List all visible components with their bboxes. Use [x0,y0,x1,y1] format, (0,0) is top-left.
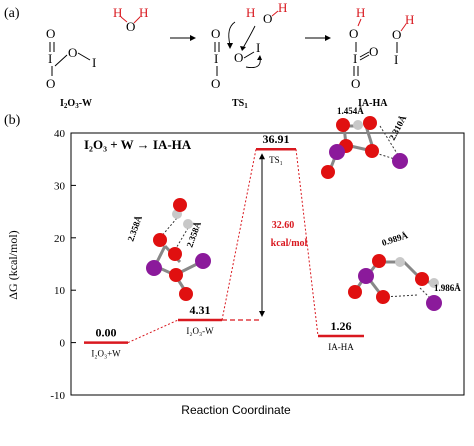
molecule-label-ts1: TS1 [232,98,248,110]
energy-value-label: 0.00 [96,326,117,340]
oxygen-atom [365,144,379,158]
atom-o: O [234,50,243,65]
oxygen-atom [179,287,193,301]
hydrogen-atom [353,120,363,130]
energy-value-label: 36.91 [263,132,290,146]
atom-i: I [394,52,398,67]
atom-o: O [211,76,220,91]
oxygen-atom [173,198,187,212]
barrier-value: 32.60 [272,220,295,231]
panel-a-label: (a) [4,6,20,21]
atom-h: H [405,12,414,27]
barrier-arrowhead [259,153,265,160]
connector-line [295,149,319,337]
y-tick-label: -10 [50,390,65,402]
barrier-arrowhead [259,311,265,318]
molecule-i2o3-w: O I O O I H O H I2O3-W [46,5,148,110]
y-tick-label: 40 [54,128,66,140]
geometry-reactant: 2.358Å 2.358Å [125,198,211,301]
atom-h: H [246,5,255,20]
oxygen-atom [321,165,335,179]
geometry-ts: 1.454Å 2.310Å [321,106,409,179]
atom-o: O [46,76,55,91]
atom-o: O [369,44,378,59]
y-tick-label: 20 [54,233,66,245]
atom-h: H [278,0,287,15]
molecule-ts1: O I O O I H O H TS1 [211,0,287,110]
y-axis-label: ΔG (kcal/mol) [6,230,20,299]
oxygen-atom [376,290,390,304]
curved-arrow [242,25,256,49]
connector-line [127,319,179,344]
energy-profile: 0.00 I₂O₃+W 4.31 I₂O₃-W 36.91 TS₁ 1.26 IA-HA [84,132,364,359]
molecule-label-i2o3-w: I2O3-W [60,98,92,110]
y-tick-label: 30 [54,180,66,192]
connector-line [221,149,257,321]
hydrogen-atom [183,219,193,229]
plot-frame [70,132,465,396]
distance-label: 0.989Å [381,230,410,248]
iodine-atom [392,153,408,169]
iodine-atom [358,268,374,284]
oxygen-atom [168,247,182,261]
oxygen-atom [169,268,183,282]
molecule-label-ia-ha: IA-HA [358,98,388,109]
distance-label: 2.310Å [387,113,409,142]
barrier-annotation: 32.60 kcal/mol [271,220,308,249]
curved-arrow [228,21,236,46]
distance-label: 1.986Å [434,283,461,293]
iodine-atom [329,144,345,160]
hydrogen-atom [395,257,405,267]
atom-o: O [126,19,135,34]
atom-i: I [92,55,96,70]
atom-o: O [46,26,55,41]
y-axis: 40 30 20 10 0 -10 [50,128,76,402]
atom-i: I [353,51,357,66]
energy-value-label: 1.26 [331,319,352,333]
energy-value-label: 4.31 [190,303,211,317]
atom-o: O [392,27,401,42]
distance-label: 1.454Å [337,106,364,116]
barrier-unit: kcal/mol [271,238,308,249]
oxygen-atom [336,118,350,132]
atom-o: O [211,26,220,41]
oxygen-atom [363,116,377,130]
atom-i: I [256,40,260,55]
oxygen-atom [415,272,429,286]
species-label: I₂O₃-W [186,326,214,336]
reaction-arrow [305,35,331,41]
iodine-atom [195,253,211,269]
atom-i: I [214,51,218,66]
atom-h: H [356,5,365,20]
distance-label: 2.358Å [125,214,144,243]
species-label: IA-HA [328,342,354,352]
iodine-atom [426,295,442,311]
reaction-title: I₂O₃ + W → IA-HA [84,137,192,152]
species-label: I₂O₃+W [91,349,121,359]
species-label: TS₁ [269,155,283,165]
y-tick-label: 0 [60,338,66,350]
atom-i: I [48,51,52,66]
oxygen-atom [153,233,167,247]
panel-b-label: (b) [4,113,21,128]
atom-h: H [113,5,122,20]
geometry-product: 0.989Å 1.986Å [348,230,461,311]
iodine-atom [146,260,162,276]
atom-o: O [349,26,358,41]
atom-o: O [263,11,272,26]
molecule-ia-ha: H O I O O O H I IA-HA [349,5,414,109]
y-tick-label: 10 [54,285,66,297]
atom-o: O [68,45,77,60]
atom-h: H [139,5,148,20]
oxygen-atom [372,254,386,268]
oxygen-atom [348,285,362,299]
x-axis-label: Reaction Coordinate [181,403,291,417]
reaction-arrow [170,35,196,41]
atom-o: O [351,76,360,91]
hydrogen-atom [429,278,439,288]
